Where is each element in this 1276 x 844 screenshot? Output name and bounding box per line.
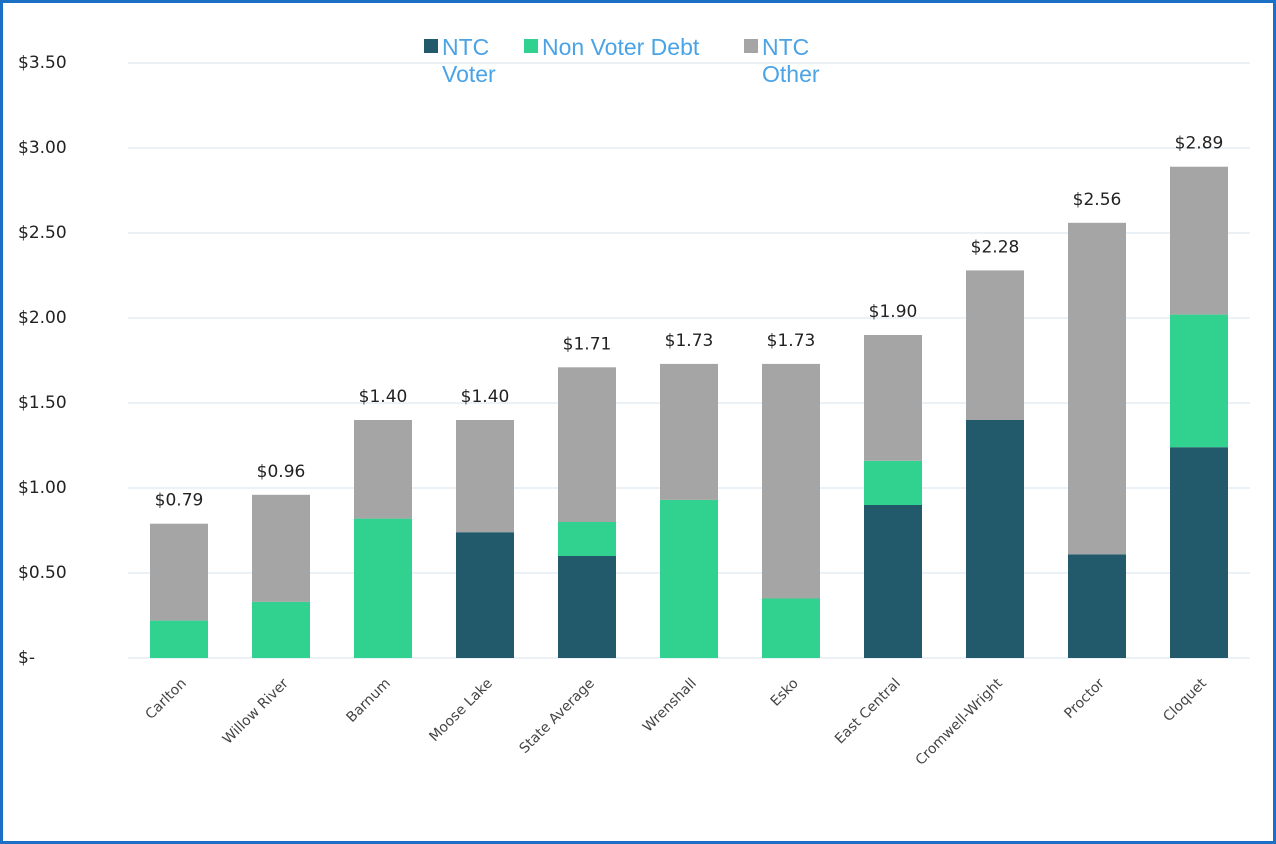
- bar-segment: [966, 420, 1024, 658]
- bar-segment: [762, 363, 820, 599]
- total-label: $0.79: [155, 491, 204, 511]
- legend: NTC Voter Non Voter Debt NTC Other: [424, 34, 842, 88]
- legend-item: NTC Voter: [424, 34, 512, 88]
- bar-segment: [1068, 222, 1126, 555]
- total-label: $1.71: [563, 334, 612, 354]
- x-tick-label: Willow River: [220, 675, 292, 747]
- x-tick-label: Wrenshall: [640, 676, 700, 736]
- bar-segment: [252, 601, 310, 658]
- legend-item: Non Voter Debt: [524, 34, 732, 88]
- bar-segment: [660, 499, 718, 658]
- legend-swatch: [744, 39, 758, 53]
- total-label: $2.89: [1175, 134, 1224, 154]
- legend-swatch: [424, 39, 438, 53]
- bar-segment: [864, 505, 922, 658]
- x-tick-label: Proctor: [1061, 675, 1108, 722]
- bar-segment: [456, 532, 514, 658]
- x-tick-label: Cromwell-Wright: [913, 675, 1007, 769]
- bar-segment: [558, 556, 616, 658]
- legend-swatch: [524, 39, 538, 53]
- y-tick-label: $0.50: [18, 563, 67, 583]
- bar-segment: [1170, 447, 1228, 658]
- total-label: $1.90: [869, 302, 918, 322]
- bar-segment: [1170, 314, 1228, 448]
- total-label: $2.56: [1073, 190, 1122, 210]
- x-tick-label: Esko: [768, 676, 802, 710]
- x-tick-label: East Central: [832, 676, 904, 748]
- bar-segment: [150, 523, 208, 621]
- y-tick-label: $3.00: [18, 138, 67, 158]
- bar-segment: [762, 598, 820, 658]
- x-tick-label: Carlton: [142, 676, 189, 723]
- bar-segment: [150, 620, 208, 658]
- x-tick-label: Barnum: [344, 676, 394, 726]
- y-tick-label: $2.50: [18, 223, 67, 243]
- bar-segment: [966, 270, 1024, 420]
- x-tick-label: Cloquet: [1160, 675, 1210, 725]
- y-tick-label: $1.50: [18, 393, 67, 413]
- total-label: $0.96: [257, 462, 306, 482]
- bar-segment: [354, 518, 412, 658]
- bar-segment: [354, 420, 412, 519]
- legend-item: NTC Other: [744, 34, 842, 88]
- bar-segment: [1170, 166, 1228, 315]
- total-label: $2.28: [971, 237, 1020, 257]
- bar-segment: [864, 460, 922, 505]
- legend-label: NTC Other: [762, 34, 820, 87]
- bar-segment: [1068, 554, 1126, 658]
- legend-label: Non Voter Debt: [542, 34, 700, 60]
- bar-segment: [864, 335, 922, 461]
- y-tick-label: $3.50: [18, 53, 67, 73]
- x-tick-label: Moose Lake: [426, 676, 495, 745]
- total-label: $1.73: [767, 331, 816, 351]
- y-tick-label: $1.00: [18, 478, 67, 498]
- bar-segment: [456, 420, 514, 533]
- bar-segment: [558, 522, 616, 556]
- bar-segment: [660, 363, 718, 500]
- bar-segment: [252, 494, 310, 602]
- bar-segment: [558, 367, 616, 522]
- y-tick-label: $2.00: [18, 308, 67, 328]
- total-label: $1.40: [461, 387, 510, 407]
- y-tick-label: $-: [18, 648, 35, 668]
- x-tick-label: State Average: [517, 676, 598, 757]
- total-label: $1.40: [359, 387, 408, 407]
- total-label: $1.73: [665, 331, 714, 351]
- legend-label: NTC Voter: [442, 34, 496, 87]
